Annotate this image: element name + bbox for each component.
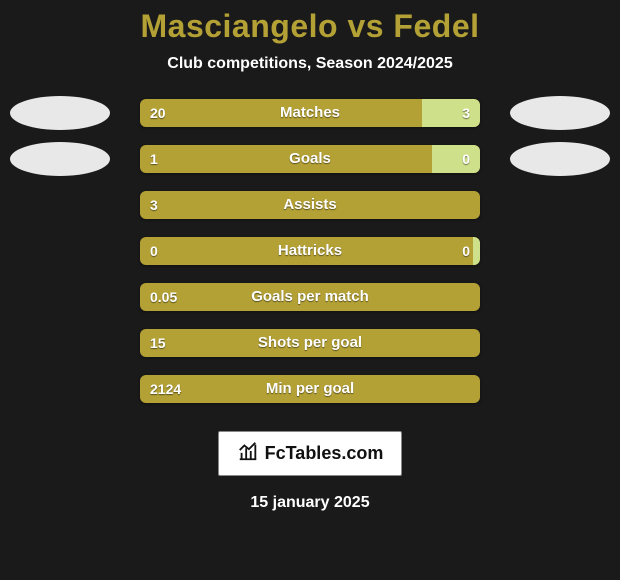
page-title: Masciangelo vs Fedel <box>140 8 479 45</box>
stat-label: Goals <box>140 145 480 173</box>
stat-value-left: 2124 <box>150 375 181 403</box>
player-badge-left <box>10 142 110 176</box>
stat-row: Min per goal2124 <box>0 375 620 403</box>
stat-row: Goals1 0 <box>0 145 620 173</box>
stat-list: Matches203Goals10Assists3Hattricks00Goal… <box>0 99 620 403</box>
stat-value-left: 3 <box>150 191 158 219</box>
stat-value-right: 0 <box>462 145 470 173</box>
player-badge-left <box>10 96 110 130</box>
stat-bar: Goals1 0 <box>140 145 480 173</box>
chart-icon <box>237 440 259 467</box>
stat-label: Min per goal <box>140 375 480 403</box>
stat-label: Matches <box>140 99 480 127</box>
stat-value-right: 3 <box>462 99 470 127</box>
stat-bar: Goals per match0.05 <box>140 283 480 311</box>
stat-row: Assists3 <box>0 191 620 219</box>
stat-bar: Assists3 <box>140 191 480 219</box>
stat-row: Goals per match0.05 <box>0 283 620 311</box>
stat-bar: Min per goal2124 <box>140 375 480 403</box>
stat-value-left: 0 <box>150 237 158 265</box>
stat-value-left: 15 <box>150 329 166 357</box>
brand-badge: FcTables.com <box>218 431 403 476</box>
footer-date: 15 january 2025 <box>250 494 369 512</box>
stat-label: Shots per goal <box>140 329 480 357</box>
stat-value-left: 20 <box>150 99 166 127</box>
stat-bar: Hattricks0 0 <box>140 237 480 265</box>
stat-row: Hattricks0 0 <box>0 237 620 265</box>
brand-text: FcTables.com <box>265 443 384 464</box>
stat-bar: Matches20 3 <box>140 99 480 127</box>
stat-value-right: 0 <box>462 237 470 265</box>
stat-bar: Shots per goal15 <box>140 329 480 357</box>
stat-label: Goals per match <box>140 283 480 311</box>
stat-value-left: 0.05 <box>150 283 177 311</box>
comparison-card: Masciangelo vs Fedel Club competitions, … <box>0 0 620 580</box>
subtitle: Club competitions, Season 2024/2025 <box>167 55 452 73</box>
stat-label: Hattricks <box>140 237 480 265</box>
stat-row: Matches20 3 <box>0 99 620 127</box>
stat-label: Assists <box>140 191 480 219</box>
player-badge-right <box>510 96 610 130</box>
stat-value-left: 1 <box>150 145 158 173</box>
stat-row: Shots per goal15 <box>0 329 620 357</box>
player-badge-right <box>510 142 610 176</box>
